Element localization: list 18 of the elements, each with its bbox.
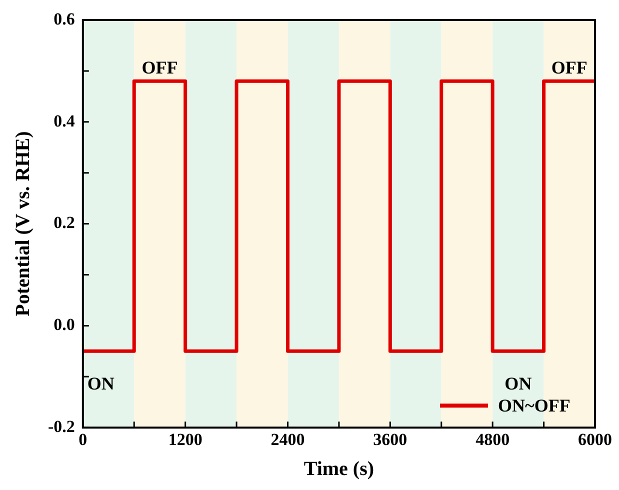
y-tick-label: -0.2 bbox=[48, 416, 75, 436]
y-tick-label: 0.6 bbox=[54, 9, 75, 28]
annotation: ON bbox=[504, 373, 532, 394]
annotation: ON bbox=[87, 373, 114, 394]
x-tick-label: 3600 bbox=[373, 430, 408, 450]
x-axis-title: Time (s) bbox=[304, 458, 374, 480]
x-tick-label: 4800 bbox=[476, 430, 510, 450]
y-axis-title: Potential (V vs. RHE) bbox=[12, 131, 34, 316]
annotation: OFF bbox=[551, 58, 588, 78]
x-tick-label: 2400 bbox=[270, 430, 305, 450]
annotation: OFF bbox=[142, 58, 178, 78]
x-tick-label: 0 bbox=[78, 430, 88, 450]
x-tick-label: 6000 bbox=[578, 430, 612, 450]
y-tick-label: 0.0 bbox=[54, 315, 75, 334]
y-tick-label: 0.4 bbox=[54, 111, 76, 130]
legend-label: ON~OFF bbox=[498, 395, 570, 416]
x-tick-label: 1200 bbox=[168, 430, 202, 450]
y-tick-label: 0.2 bbox=[54, 213, 75, 232]
